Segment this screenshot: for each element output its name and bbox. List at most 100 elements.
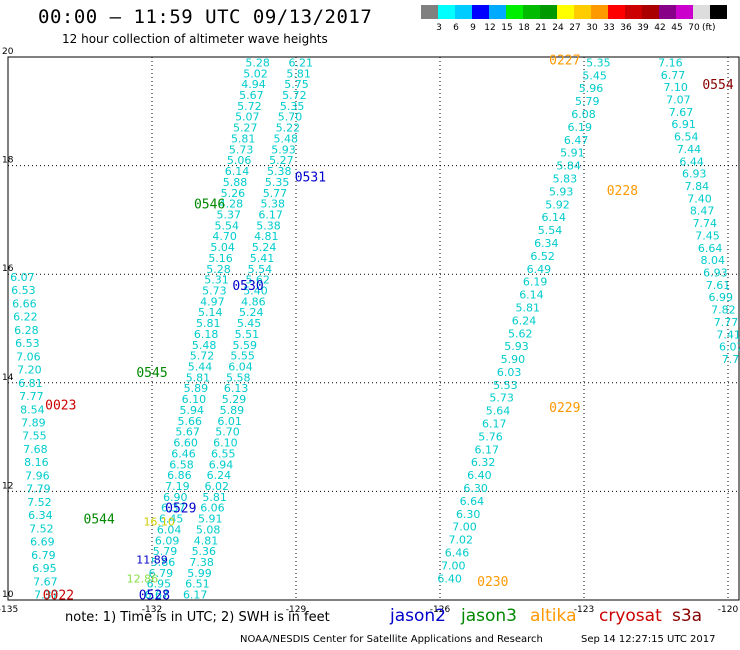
- pass-time-label: 0229: [549, 401, 580, 416]
- wave-height-value: 6.79: [31, 549, 56, 562]
- x-tick-label: -120: [718, 605, 739, 615]
- wave-height-value: 5.54: [538, 224, 563, 237]
- wave-height-value: 6.19: [523, 276, 548, 289]
- wave-height-value: 6.13: [224, 382, 249, 395]
- wave-height-value: 16.10: [143, 515, 175, 528]
- wave-height-value: 6.14: [519, 289, 544, 302]
- wave-height-value: 5.91: [560, 147, 585, 160]
- wave-height-value: 5.26: [221, 187, 246, 200]
- wave-height-value: 5.37: [217, 208, 242, 221]
- wave-height-value: 7.00: [441, 559, 466, 572]
- wave-height-value: 7.55: [22, 430, 47, 443]
- wave-height-value: 5.36: [192, 545, 217, 558]
- pass-time-label: 0230: [477, 575, 508, 590]
- color-scale-label: 36: [620, 23, 632, 33]
- wave-height-value: 6.91: [671, 118, 696, 131]
- wave-height-value: 5.24: [252, 241, 277, 254]
- wave-height-value: 7.20: [17, 364, 42, 377]
- color-scale-label: 27: [569, 23, 581, 33]
- x-tick-label: -132: [142, 605, 162, 615]
- wave-height-value: 4.81: [254, 230, 279, 243]
- wave-height-value: 6.46: [171, 447, 196, 460]
- wave-height-value: 7.00: [452, 521, 477, 534]
- wave-height-value: 8.47: [690, 205, 715, 218]
- wave-height-value: 5.38: [267, 165, 292, 178]
- wave-height-value: 5.90: [501, 353, 526, 366]
- wave-height-value: 7.02: [449, 534, 474, 547]
- color-scale-swatch: [438, 5, 455, 19]
- wave-height-value: 7.77: [19, 390, 44, 403]
- pass-time-label: 0530: [232, 279, 263, 294]
- color-scale-label: 9: [470, 23, 476, 33]
- wave-height-value: 6.93: [682, 168, 707, 181]
- color-scale-label: 6: [453, 23, 459, 33]
- wave-height-value: 4.94: [241, 78, 266, 91]
- wave-height-value: 5.35: [586, 56, 611, 69]
- color-scale-swatch: [710, 5, 727, 19]
- wave-height-value: 6.24: [207, 469, 232, 482]
- wave-height-value: 7.52: [27, 496, 52, 509]
- wave-height-value: 5.48: [192, 339, 217, 352]
- wave-height-value: 5.76: [478, 430, 503, 443]
- wave-height-value: 5.83: [553, 172, 578, 185]
- plot-frame: [7, 56, 740, 601]
- wave-height-value: 6.10: [182, 393, 207, 406]
- wave-height-value: 8.16: [24, 456, 49, 469]
- wave-height-value: 5.16: [208, 252, 233, 265]
- wave-height-value: 4.81: [194, 534, 219, 547]
- wave-height-value: 7.77: [714, 316, 739, 329]
- wave-height-value: 7.52: [29, 522, 54, 535]
- color-scale-swatch: [693, 5, 710, 19]
- satellite-jason2-legend: jason2: [390, 606, 446, 626]
- x-tick-label: -126: [430, 605, 451, 615]
- wave-height-value: 6.04: [157, 523, 182, 536]
- wave-height-value: 5.96: [579, 82, 604, 95]
- wave-height-value: 5.29: [222, 393, 247, 406]
- wave-height-value: 6.02: [205, 480, 230, 493]
- wave-height-value: 6.08: [571, 108, 596, 121]
- wave-height-value: 6.17: [475, 443, 500, 456]
- wave-height-value: 5.45: [237, 317, 262, 330]
- wave-height-value: 6.99: [708, 291, 733, 304]
- wave-height-value: 6.67: [145, 589, 170, 602]
- color-scale-label: 24: [552, 23, 564, 33]
- wave-height-value: 5.79: [575, 95, 600, 108]
- wave-height-value: 7.67: [33, 575, 58, 588]
- wave-height-value: 5.55: [230, 350, 255, 363]
- pass-time-label: 0228: [607, 184, 638, 199]
- wave-height-value: 5.93: [271, 143, 296, 156]
- satellite-jason3-legend: jason3: [461, 606, 517, 626]
- wave-height-value: 5.27: [269, 154, 294, 167]
- wave-height-value: 6.17: [183, 589, 208, 602]
- color-scale-swatch: [421, 5, 438, 19]
- color-scale-swatch: [523, 5, 540, 19]
- wave-height-value: 6.40: [437, 572, 462, 585]
- color-scale-label: 3: [436, 23, 442, 33]
- wave-height-value: 6.47: [564, 134, 589, 147]
- wave-height-value: 6.64: [460, 495, 485, 508]
- wave-height-value: 5.27: [233, 122, 258, 135]
- wave-height-value: 5.72: [190, 350, 215, 363]
- wave-height-value: 6.14: [225, 165, 250, 178]
- wave-height-value: 5.22: [276, 122, 301, 135]
- wave-height-value: 7.10: [663, 81, 688, 94]
- wave-height-value: 5.84: [556, 160, 581, 173]
- satellite-cryosat-legend: cryosat: [599, 606, 662, 626]
- wave-height-value: 6.93: [703, 267, 728, 280]
- wave-height-value: 7.82: [711, 304, 736, 317]
- wave-height-value: 5.81: [231, 132, 256, 145]
- color-scale-swatch: [540, 5, 557, 19]
- wave-height-value: 6.79: [149, 567, 174, 580]
- color-scale-swatch: [659, 5, 676, 19]
- wave-height-value: 7.68: [23, 443, 48, 456]
- wave-height-value: 7.61: [706, 279, 731, 292]
- chart-subtitle: 12 hour collection of altimeter wave hei…: [62, 32, 328, 46]
- pass-time-label: 0554: [702, 78, 733, 93]
- wave-height-value: 5.73: [229, 143, 254, 156]
- wave-height-value: 7.45: [695, 229, 720, 242]
- wave-height-value: 5.99: [187, 567, 212, 580]
- wave-height-value: 6.32: [471, 456, 496, 469]
- wave-height-value: 5.62: [508, 327, 533, 340]
- wave-height-value: 6.19: [568, 121, 593, 134]
- wave-height-value: 5.59: [233, 339, 258, 352]
